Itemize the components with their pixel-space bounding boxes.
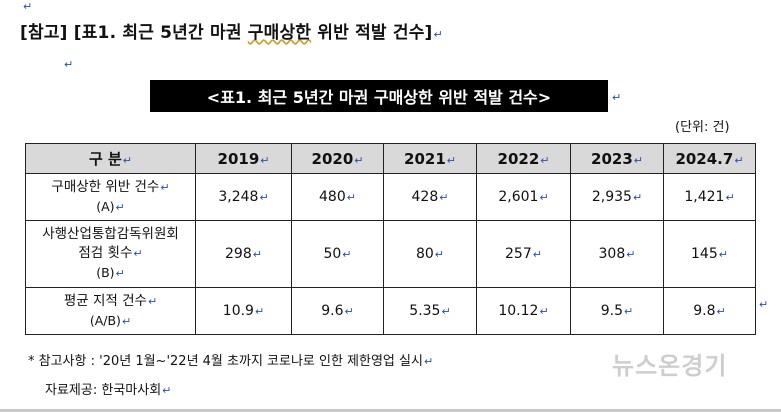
value-cell: 5.35↵ bbox=[383, 287, 477, 335]
value-cell: 2,935↵ bbox=[570, 173, 664, 221]
table-row: 구매상한 위반 건수↵ (A)↵ 3,248↵ 480↵ 428↵ 2,601↵… bbox=[25, 173, 756, 221]
value-cell: 298↵ bbox=[195, 220, 292, 288]
value-cell: 80↵ bbox=[383, 220, 477, 288]
paragraph-mark: ↵ bbox=[23, 0, 33, 13]
unit-label: (단위: 건) bbox=[675, 120, 730, 135]
value-cell: 145↵ bbox=[663, 220, 756, 288]
year-header: 2024.7↵ bbox=[663, 143, 756, 174]
value-cell: 257↵ bbox=[476, 220, 571, 288]
footnote: * 참고사항 : '20년 1월~'22년 4월 초까지 코로나로 인한 제한영… bbox=[28, 354, 434, 369]
value-cell: 10.9↵ bbox=[195, 287, 292, 335]
value-cell: 10.12↵ bbox=[476, 287, 571, 335]
year-header: 2020↵ bbox=[291, 143, 384, 174]
value-cell: 9.6↵ bbox=[291, 287, 384, 335]
value-cell: 3,248↵ bbox=[195, 173, 292, 221]
value-cell: 1,421↵ bbox=[663, 173, 756, 221]
reference-underlined: 구매상한 bbox=[247, 23, 312, 43]
year-header: 2022↵ bbox=[476, 143, 571, 174]
value-cell: 480↵ bbox=[291, 173, 384, 221]
value-cell: 308↵ bbox=[570, 220, 664, 288]
table-row: 사행산업통합감독위원회 점검 횟수↵ (B)↵ 298↵ 50↵ 80↵ 257… bbox=[25, 220, 756, 288]
paragraph-mark: ↵ bbox=[759, 298, 769, 311]
header-row: 구 분↵ 2019↵ 2020↵ 2021↵ 2022↵ 2023↵ 2024.… bbox=[25, 143, 756, 174]
value-cell: 9.5↵ bbox=[570, 287, 664, 335]
value-cell: 428↵ bbox=[383, 173, 477, 221]
watermark-logo: 뉴스온경기 bbox=[612, 352, 728, 380]
row-label: 구매상한 위반 건수↵ (A)↵ bbox=[25, 173, 196, 221]
reference-prefix: [참고] [표1. 최근 5년간 마권 bbox=[20, 23, 248, 43]
year-header: 2019↵ bbox=[195, 143, 292, 174]
violation-table: 구 분↵ 2019↵ 2020↵ 2021↵ 2022↵ 2023↵ 2024.… bbox=[25, 143, 756, 335]
year-header: 2023↵ bbox=[570, 143, 664, 174]
row-label: 사행산업통합감독위원회 점검 횟수↵ (B)↵ bbox=[25, 220, 196, 288]
page-edge-rule bbox=[0, 409, 781, 412]
reference-suffix: 위반 적발 건수] bbox=[311, 23, 433, 43]
reference-heading: [참고] [표1. 최근 5년간 마권 구매상한 위반 적발 건수]↵ bbox=[20, 18, 443, 43]
value-cell: 9.8↵ bbox=[663, 287, 756, 335]
row-label: 평균 지적 건수↵ (A/B)↵ bbox=[25, 287, 196, 335]
table-row: 평균 지적 건수↵ (A/B)↵ 10.9↵ 9.6↵ 5.35↵ 10.12↵… bbox=[25, 287, 756, 335]
paragraph-mark: ↵ bbox=[433, 28, 443, 41]
paragraph-mark: ↵ bbox=[64, 58, 74, 71]
value-cell: 2,601↵ bbox=[476, 173, 571, 221]
year-header: 2021↵ bbox=[383, 143, 477, 174]
paragraph-mark: ↵ bbox=[612, 91, 622, 104]
data-provider: 자료제공: 한국마사회↵ bbox=[45, 383, 172, 398]
header-label-cell: 구 분↵ bbox=[25, 143, 196, 174]
value-cell: 50↵ bbox=[291, 220, 384, 288]
table-title: <표1. 최근 5년간 마권 구매상한 위반 적발 건수> bbox=[150, 80, 608, 112]
